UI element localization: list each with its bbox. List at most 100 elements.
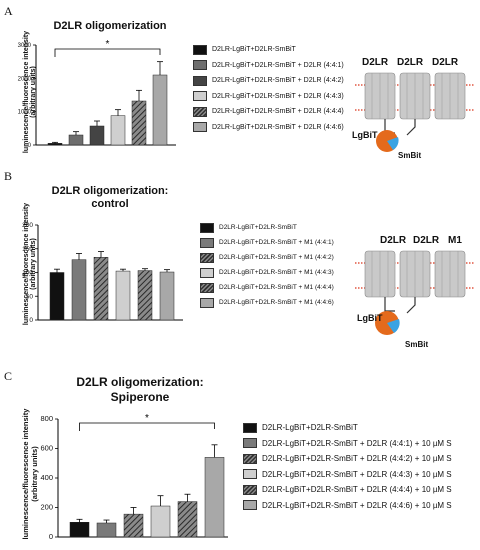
bar [96,522,117,538]
y-tick-label: 0 [29,317,33,324]
legend-a: D2LR-LgBiT+D2LR-SmBiT D2LR-LgBiT+D2LR-Sm… [193,42,344,135]
receptor-label: D2LR [413,235,440,246]
receptor-schematic-a [355,72,475,152]
chart-title: D2LR oligomerization [53,20,167,32]
y-tick-label: 800 [40,414,53,423]
lgbit-label: LgBiT [357,313,383,323]
legend-item: D2LR-LgBiT+D2LR-SmBiT + D2LR (4:4:1) [193,58,344,74]
bar-chart-b: 0 50 100 150 200 [22,222,183,324]
legend-item: D2LR-LgBiT+D2LR-SmBiT + M1 (4:4:6) [200,295,334,310]
significance-label: * [106,39,110,50]
legend-item: D2LR-LgBiT+D2LR-SmBiT [200,220,334,235]
legend-swatch [193,44,207,55]
bar [159,271,175,321]
legend-swatch [243,438,257,449]
bar [110,115,126,146]
panel-b: B D2LR oligomerization: control luminesce… [0,165,480,365]
legend-b: D2LR-LgBiT+D2LR-SmBiT D2LR-LgBiT+D2LR-Sm… [200,220,334,310]
y-tick-label: 200 [22,222,33,229]
legend-item: D2LR-LgBiT+D2LR-SmBiT + D2LR (4:4:4) + 1… [243,482,452,498]
legend-item: D2LR-LgBiT+D2LR-SmBiT + D2LR (4:4:3) [193,89,344,105]
legend-swatch [200,267,214,278]
bar [47,143,63,146]
legend-swatch [193,106,207,117]
y-tick-label: 200 [40,503,53,512]
legend-swatch [193,91,207,102]
legend-item: D2LR-LgBiT+D2LR-SmBiT [193,42,344,58]
legend-item: D2LR-LgBiT+D2LR-SmBiT + D2LR (4:4:1) + 1… [243,436,452,452]
legend-swatch [200,237,214,248]
y-tick-label: 3000 [18,43,32,49]
legend-swatch [243,500,257,511]
legend-item: D2LR-LgBiT+D2LR-SmBiT + D2LR (4:4:6) [193,120,344,136]
panel-letter: C [4,369,13,383]
y-tick-label: 600 [40,444,53,453]
y-tick-label: 50 [26,293,34,300]
bar [150,505,171,538]
legend-swatch [243,453,257,464]
legend-item: D2LR-LgBiT+D2LR-SmBiT + M1 (4:4:4) [200,280,334,295]
legend-swatch [243,469,257,480]
y-tick-label: 0 [28,143,32,149]
legend-item: D2LR-LgBiT+D2LR-SmBiT + M1 (4:4:3) [200,265,334,280]
legend-item: D2LR-LgBiT+D2LR-SmBiT [243,420,452,436]
legend-swatch [243,484,257,495]
chart-title: D2LR oligomerization: control [51,185,169,210]
legend-swatch [200,222,214,233]
legend-swatch [193,60,207,71]
legend-swatch [193,75,207,86]
receptor-label: M1 [448,235,462,246]
bar-chart-a: 0 1000 2000 3000 * [18,39,176,149]
smbit-label: SmBit [405,340,429,349]
legend-item: D2LR-LgBiT+D2LR-SmBiT + D2LR (4:4:2) [193,73,344,89]
legend-swatch [200,297,214,308]
panel-c: C D2LR oligomerization: Spiperone lumines… [0,365,480,550]
legend-swatch [243,422,257,433]
panel-a: A D2LR oligomerization luminescence/fluo… [0,0,480,165]
bar [93,257,109,321]
significance-label: * [145,413,149,424]
receptor-label: D2LR [362,57,389,68]
receptor-label: D2LR [380,235,407,246]
legend-c: D2LR-LgBiT+D2LR-SmBiT D2LR-LgBiT+D2LR-Sm… [243,420,452,513]
y-tick-label: 1000 [18,110,32,116]
bar [68,134,84,146]
legend-item: D2LR-LgBiT+D2LR-SmBiT + D2LR (4:4:6) + 1… [243,498,452,514]
receptor-label: D2LR [432,57,459,68]
y-tick-label: 100 [22,270,33,277]
legend-item: D2LR-LgBiT+D2LR-SmBiT + D2LR (4:4:2) + 1… [243,451,452,467]
bar [204,457,225,538]
bar [177,501,198,538]
significance-bracket [79,422,215,431]
bar [131,100,147,146]
y-tick-label: 2000 [18,76,32,82]
receptor-schematic-b [355,250,475,335]
significance-bracket [54,48,161,57]
smbit-label: SmBit [398,151,422,160]
smbit-shape [387,137,399,150]
legend-item: D2LR-LgBiT+D2LR-SmBiT + M1 (4:4:1) [200,235,334,250]
lgbit-label: LgBiT [352,130,378,140]
y-tick-label: 0 [49,532,53,541]
panel-letter: A [4,4,13,18]
bar [89,125,105,146]
bar [123,513,144,538]
legend-item: D2LR-LgBiT+D2LR-SmBiT + D2LR (4:4:4) [193,104,344,120]
panel-letter: B [4,169,13,183]
bar [115,270,131,321]
bar [69,522,90,538]
bar [49,272,65,321]
legend-item: D2LR-LgBiT+D2LR-SmBiT + M1 (4:4:2) [200,250,334,265]
y-tick-label: 400 [40,473,53,482]
legend-item: D2LR-LgBiT+D2LR-SmBiT + D2LR (4:4:3) + 1… [243,467,452,483]
legend-swatch [200,282,214,293]
legend-swatch [193,122,207,133]
smbit-shape [387,319,400,333]
bar [152,74,168,146]
bar [71,259,87,321]
y-tick-label: 150 [22,246,33,253]
bar [137,270,153,321]
receptor-label: D2LR [397,57,424,68]
bar-chart-c: 0 200 400 600 800 * [40,413,228,541]
legend-swatch [200,252,214,263]
